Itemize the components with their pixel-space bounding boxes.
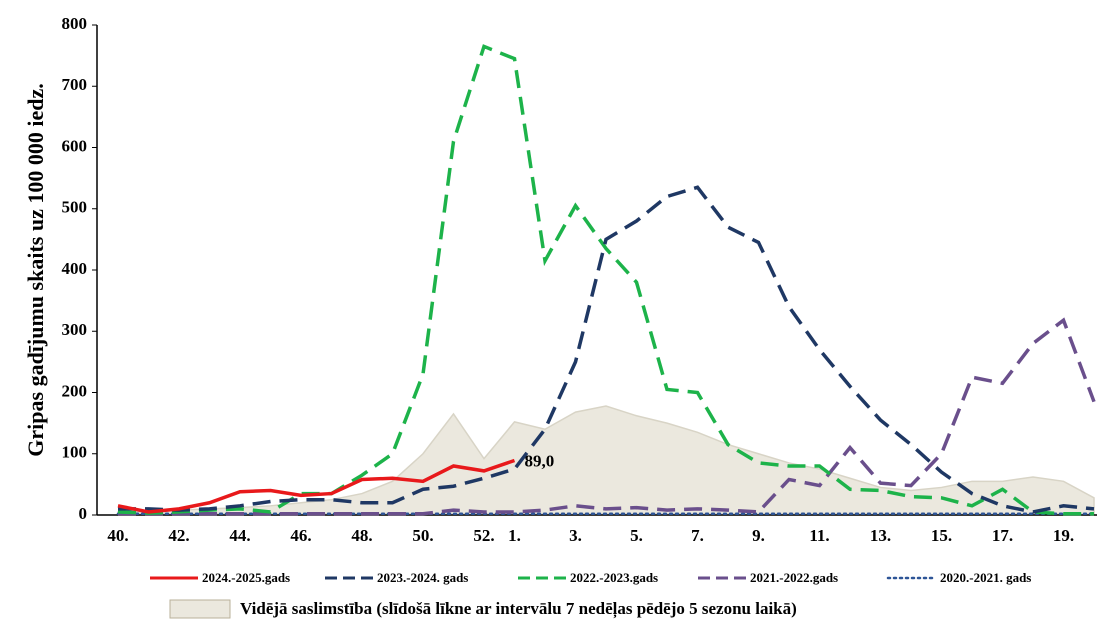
x-tick-label: 48. [351, 526, 372, 545]
x-tick-label: 40. [107, 526, 128, 545]
series-line [117, 44, 1094, 516]
y-tick-label: 500 [62, 198, 88, 217]
x-tick-label: 1. [508, 526, 521, 545]
x-tick-label: 9. [752, 526, 765, 545]
legend-label: 2022.-2023.gads [570, 570, 658, 585]
x-tick-label: 52. [473, 526, 494, 545]
x-tick-label: 3. [569, 526, 582, 545]
x-tick-label: 17. [992, 526, 1013, 545]
legend-swatch [169, 599, 231, 619]
x-tick-label: 13. [870, 526, 891, 545]
x-tick-label: 50. [412, 526, 433, 545]
y-tick-label: 0 [79, 504, 88, 523]
x-tick-label: 46. [290, 526, 311, 545]
series-line [118, 317, 1096, 516]
y-axis-label: Gripas gadījumu skaits uz 100 000 iedz. [23, 83, 48, 456]
x-tick-label: 7. [691, 526, 704, 545]
y-tick-label: 800 [62, 14, 88, 33]
legend-label: 2021.-2022.gads [750, 570, 838, 585]
y-tick-label: 400 [62, 259, 88, 278]
series-line [118, 185, 1095, 514]
legend-label: 2024.-2025.gads [202, 570, 290, 585]
y-tick-label: 700 [62, 75, 88, 94]
x-tick-label: 15. [931, 526, 952, 545]
y-tick-label: 300 [62, 320, 88, 339]
x-tick-label: 42. [168, 526, 189, 545]
y-tick-label: 200 [62, 381, 88, 400]
x-tick-label: 44. [229, 526, 250, 545]
legend-label: Vidējā saslimstība (slīdošā līkne ar int… [240, 599, 797, 619]
series-line [117, 458, 516, 514]
x-tick-label: 11. [809, 526, 829, 545]
legend-label: 2020.-2021. gads [940, 570, 1031, 585]
x-tick-label: 5. [630, 526, 643, 545]
y-tick-label: 100 [62, 443, 88, 462]
x-tick-label: 19. [1053, 526, 1074, 545]
legend-label: 2023.-2024. gads [377, 570, 468, 585]
value-label: 89,0 [525, 451, 555, 470]
y-tick-label: 600 [62, 136, 88, 155]
